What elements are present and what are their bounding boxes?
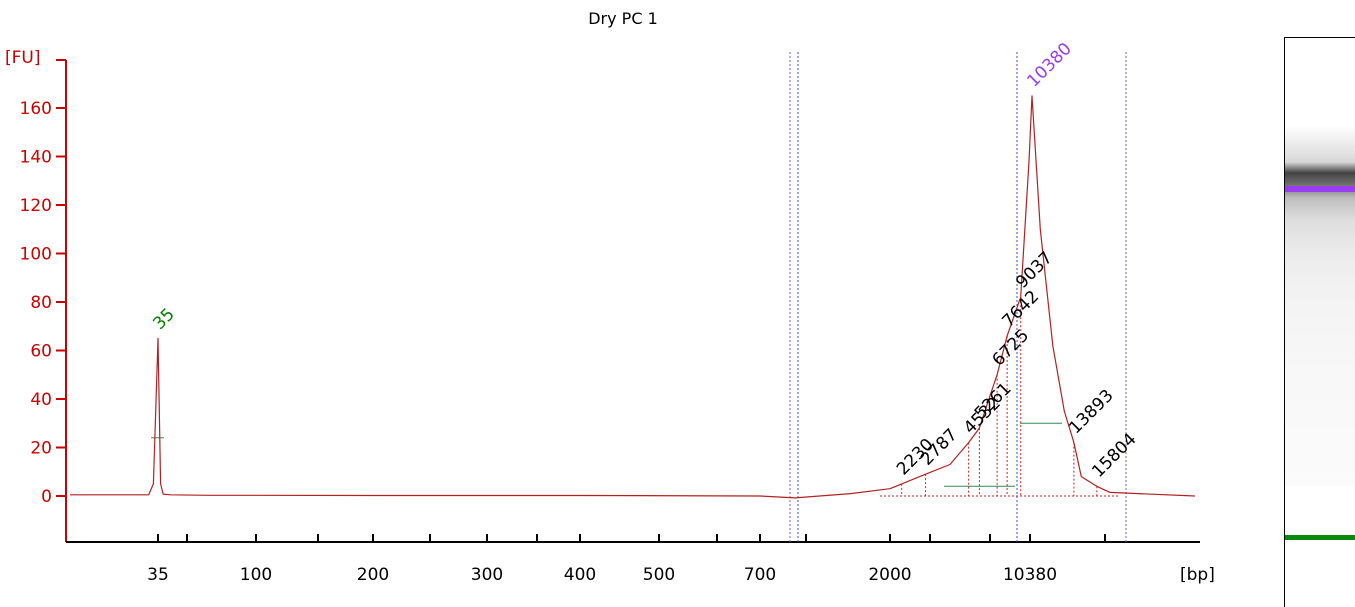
- peak-label: 35: [149, 304, 178, 333]
- y-tick-label: 120: [20, 196, 52, 216]
- peak-markers: [151, 297, 1120, 497]
- y-tick-label: 40: [30, 390, 52, 410]
- peak-labels: 3522302787453252616725764290371038013893…: [149, 39, 1140, 482]
- y-tick-label: 140: [20, 148, 52, 168]
- chart-title: Dry PC 1: [588, 9, 658, 28]
- electropherogram-chart: Dry PC 1 [FU] [bp] 0 20 40 60 80 100 120 140 160…: [5, 9, 1215, 585]
- y-axis-label: [FU]: [5, 48, 41, 68]
- peak-label: 15804: [1088, 429, 1140, 481]
- gel-smear: [1285, 126, 1355, 486]
- trace-line: [70, 95, 1196, 499]
- y-tick-label: 100: [20, 245, 52, 265]
- gel-band-upper-marker: [1285, 186, 1355, 192]
- x-tick-label: 400: [564, 565, 596, 585]
- x-tick-label: 100: [240, 565, 272, 585]
- axes: 0 20 40 60 80 100 120 140 160 35 100 200 300 400 500 70…: [20, 59, 1200, 585]
- y-tick-label: 0: [41, 487, 52, 507]
- peak-label: 10380: [1023, 39, 1075, 91]
- x-tick-label: 200: [357, 565, 389, 585]
- x-tick-label: 2000: [868, 565, 911, 585]
- x-axis-label: [bp]: [1180, 565, 1215, 585]
- y-tick-label: 60: [30, 342, 52, 362]
- x-tick-label: 300: [471, 565, 503, 585]
- y-tick-label: 20: [30, 439, 52, 459]
- x-tick-label: 35: [147, 565, 169, 585]
- peak-label: 9037: [1012, 248, 1057, 293]
- y-tick-label: 160: [20, 99, 52, 119]
- x-tick-label: 500: [643, 565, 675, 585]
- region-boundary-lines: [789, 52, 1127, 542]
- gel-lane: [1284, 37, 1355, 607]
- y-tick-label: 80: [30, 293, 52, 313]
- gel-band-lower-marker: [1285, 535, 1355, 540]
- peak-label: 13893: [1065, 386, 1117, 438]
- trace-group: [70, 95, 1196, 499]
- x-tick-label: 700: [744, 565, 776, 585]
- peak-label: 6725: [989, 326, 1034, 371]
- x-tick-label: 10380: [1003, 565, 1057, 585]
